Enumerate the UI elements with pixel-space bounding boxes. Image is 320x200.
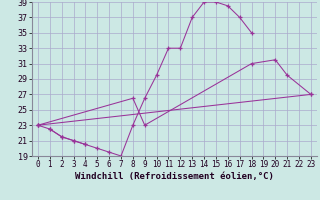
X-axis label: Windchill (Refroidissement éolien,°C): Windchill (Refroidissement éolien,°C) bbox=[75, 172, 274, 181]
